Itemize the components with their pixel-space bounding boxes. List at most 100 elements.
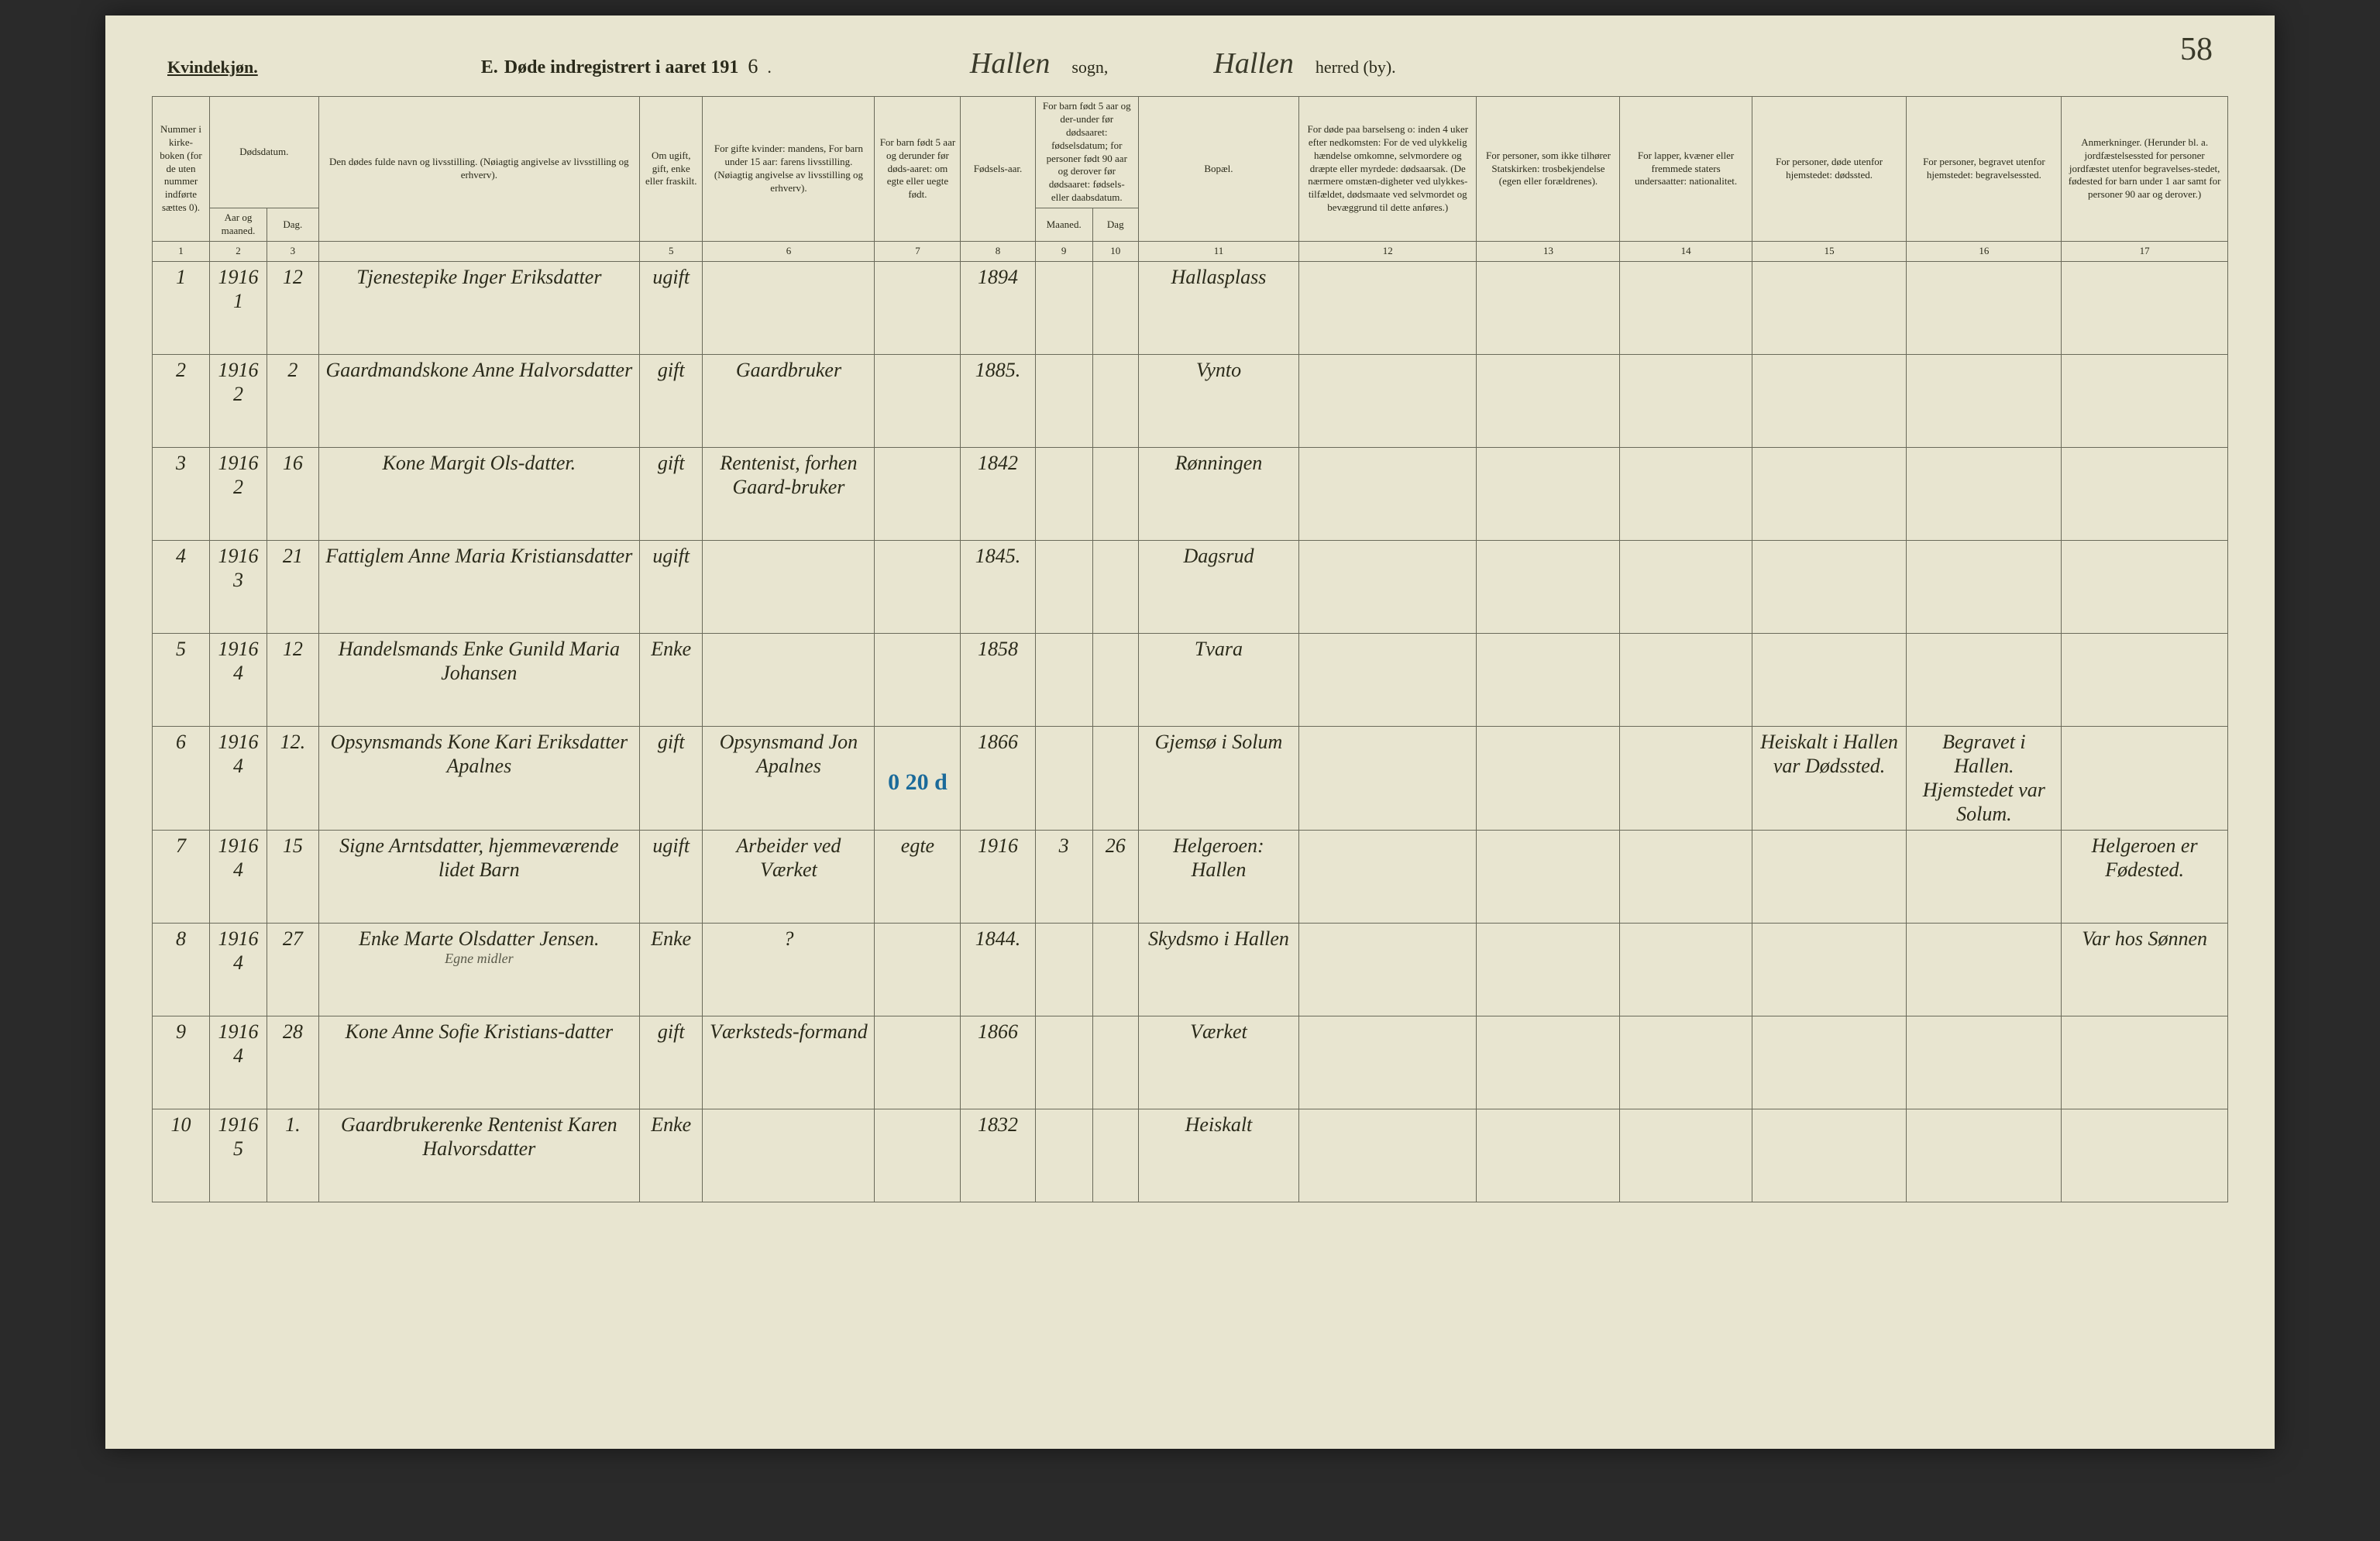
herred-value: Hallen [1198,46,1309,81]
death-cause [1299,261,1477,354]
col-number: 10 [1092,241,1138,261]
death-year-month: 1916 1 [210,261,267,354]
col-number: 15 [1752,241,1907,261]
col-header: For døde paa barselseng o: inden 4 uker … [1299,97,1477,242]
birth-month [1035,261,1092,354]
birth-year: 1866 [961,726,1035,830]
sogn-value: Hallen [954,46,1065,81]
death-year-month: 1916 3 [210,540,267,633]
burial-place [1907,354,2062,447]
entry-number: 7 [153,830,210,923]
col-subheader: Dag. [267,208,319,242]
col-number: 3 [267,241,319,261]
burial-place: Begravet i Hallen. Hjemstedet var Solum. [1907,726,2062,830]
col-header: Nummer i kirke-boken (for de uten nummer… [153,97,210,242]
child-legitimacy [875,261,961,354]
marital-status: ugift [640,540,703,633]
husband-occupation [703,261,875,354]
marital-status: ugift [640,830,703,923]
death-year-month: 1916 4 [210,633,267,726]
nationality [1620,726,1752,830]
burial-place [1907,447,2062,540]
col-number [318,241,639,261]
death-cause [1299,830,1477,923]
death-cause [1299,354,1477,447]
child-legitimacy: egte [875,830,961,923]
residence: Rønningen [1138,447,1298,540]
table-row: 51916 412Handelsmands Enke Gunild Maria … [153,633,2228,726]
col-header: For gifte kvinder: mandens, For barn und… [703,97,875,242]
birth-year: 1885. [961,354,1035,447]
remarks [2062,726,2228,830]
col-number: 1 [153,241,210,261]
birth-month [1035,726,1092,830]
name-occupation: Tjenestepike Inger Eriksdatter [318,261,639,354]
death-day: 12 [267,633,319,726]
register-page: 58 Kvindekjøn. E. Døde indregistrert i a… [105,15,2275,1449]
marital-status: gift [640,1016,703,1109]
table-row: 41916 321Fattiglem Anne Maria Kristiansd… [153,540,2228,633]
marital-status: Enke [640,633,703,726]
blue-annotation: 0 20 d [879,769,955,796]
residence: Værket [1138,1016,1298,1109]
death-year-month: 1916 2 [210,447,267,540]
entry-number: 8 [153,923,210,1016]
death-cause [1299,1016,1477,1109]
death-place [1752,633,1907,726]
burial-place [1907,1016,2062,1109]
col-header: Anmerkninger. (Herunder bl. a. jordfæste… [2062,97,2228,242]
child-legitimacy [875,923,961,1016]
birth-day: 26 [1092,830,1138,923]
remarks [2062,540,2228,633]
birth-day [1092,540,1138,633]
col-header: For personer, døde utenfor hjemstedet: d… [1752,97,1907,242]
death-day: 12 [267,261,319,354]
name-occupation: Enke Marte Olsdatter Jensen.Egne midler [318,923,639,1016]
birth-month [1035,447,1092,540]
birth-year: 1844. [961,923,1035,1016]
birth-month [1035,923,1092,1016]
title-period: . [767,57,772,77]
col-number: 11 [1138,241,1298,261]
child-legitimacy [875,1016,961,1109]
death-day: 28 [267,1016,319,1109]
name-occupation: Kone Margit Ols-datter. [318,447,639,540]
col-number: 8 [961,241,1035,261]
col-header: Dødsdatum. [210,97,319,208]
name-occupation: Opsynsmands Kone Kari Eriksdatter Apalne… [318,726,639,830]
nationality [1620,1109,1752,1202]
nationality [1620,1016,1752,1109]
title-prefix: E. [481,57,498,78]
table-row: 31916 216Kone Margit Ols-datter.giftRent… [153,447,2228,540]
entry-number: 4 [153,540,210,633]
religion [1477,261,1620,354]
nationality [1620,447,1752,540]
col-number: 2 [210,241,267,261]
entry-number: 5 [153,633,210,726]
col-header: Fødsels-aar. [961,97,1035,242]
table-row: 61916 412.Opsynsmands Kone Kari Eriksdat… [153,726,2228,830]
nationality [1620,633,1752,726]
entry-number: 9 [153,1016,210,1109]
nationality [1620,923,1752,1016]
religion [1477,447,1620,540]
marital-status: gift [640,726,703,830]
death-day: 12. [267,726,319,830]
residence: Vynto [1138,354,1298,447]
name-subnote: Egne midler [324,951,635,968]
religion [1477,923,1620,1016]
death-cause [1299,923,1477,1016]
table-row: 71916 415Signe Arntsdatter, hjemmeværend… [153,830,2228,923]
birth-day [1092,633,1138,726]
birth-year: 1866 [961,1016,1035,1109]
name-occupation: Signe Arntsdatter, hjemmeværende lidet B… [318,830,639,923]
death-place [1752,1016,1907,1109]
table-row: 101916 51.Gaardbrukerenke Rentenist Kare… [153,1109,2228,1202]
death-year-month: 1916 2 [210,354,267,447]
husband-occupation [703,540,875,633]
marital-status: gift [640,447,703,540]
death-cause [1299,726,1477,830]
child-legitimacy: 0 20 d [875,726,961,830]
birth-day [1092,923,1138,1016]
death-day: 27 [267,923,319,1016]
